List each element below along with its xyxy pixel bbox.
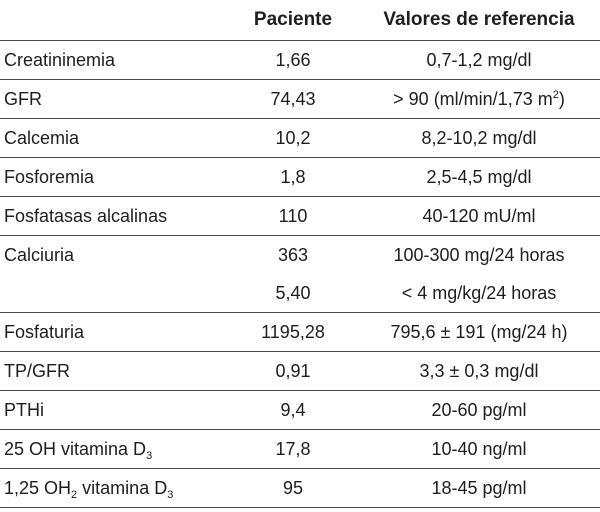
row-name: Creatininemia bbox=[0, 40, 228, 80]
name-subscript-end: 3 bbox=[167, 488, 174, 501]
reference-text-end: ) bbox=[558, 88, 565, 109]
row-patient-value: 9,4 bbox=[228, 390, 358, 430]
row-name: Calcemia bbox=[0, 118, 228, 158]
table-row: Calcemia 10,2 8,2-10,2 mg/dl bbox=[0, 118, 600, 158]
row-name: GFR bbox=[0, 79, 228, 119]
row-reference-value: 3,3 ± 0,3 mg/dl bbox=[358, 351, 600, 391]
name-text: 1,25 OH bbox=[4, 477, 72, 498]
row-patient-value: 95 bbox=[228, 468, 358, 508]
table-row: Fosfatasas alcalinas 110 40-120 mU/ml bbox=[0, 196, 600, 236]
row-reference-value: < 4 mg/kg/24 horas bbox=[401, 282, 557, 303]
row-name: Calciuria bbox=[0, 235, 228, 274]
row-reference-value: 0,7-1,2 mg/dl bbox=[358, 40, 600, 80]
row-patient-value: 1,66 bbox=[228, 40, 358, 80]
row-reference-value: > 90 (ml/min/1,73 m2) bbox=[358, 79, 600, 119]
row-patient-value: 74,43 bbox=[228, 79, 358, 119]
row-patient-value: 363 bbox=[228, 235, 358, 274]
table-row: Calciuria 363 100-300 mg/24 horas bbox=[0, 235, 600, 274]
row-name bbox=[0, 274, 228, 313]
row-patient-value: 0,91 bbox=[228, 351, 358, 391]
row-reference-value: 18-45 pg/ml bbox=[358, 468, 600, 508]
header-parameter bbox=[0, 0, 228, 41]
row-patient-value: 1195,28 bbox=[228, 312, 358, 352]
table-row: Creatininemia 1,66 0,7-1,2 mg/dl bbox=[0, 40, 600, 80]
row-reference-value: 8,2-10,2 mg/dl bbox=[358, 118, 600, 158]
row-name: 1,25 OH2 vitamina D3 bbox=[0, 468, 228, 508]
row-patient-value: 5,40 bbox=[275, 282, 311, 303]
table-row: TP/GFR 0,91 3,3 ± 0,3 mg/dl bbox=[0, 351, 600, 391]
row-reference-value: 100-300 mg/24 horas bbox=[358, 235, 600, 274]
row-reference-value: 10-40 ng/ml bbox=[358, 429, 600, 469]
table-row: 5,40 < 4 mg/kg/24 horas bbox=[0, 274, 600, 313]
name-subscript: 3 bbox=[146, 449, 153, 462]
row-reference-value: 40-120 mU/ml bbox=[358, 196, 600, 236]
reference-superscript: 2 bbox=[552, 88, 559, 101]
table-row: 1,25 OH2 vitamina D3 95 18-45 pg/ml bbox=[0, 468, 600, 508]
row-reference-value: 795,6 ± 191 (mg/24 h) bbox=[358, 312, 600, 352]
row-reference-value: 20-60 pg/ml bbox=[358, 390, 600, 430]
header-reference: Valores de referencia bbox=[358, 0, 600, 41]
row-patient-value: 1,8 bbox=[228, 157, 358, 197]
table-row: 25 OH vitamina D3 17,8 10-40 ng/ml bbox=[0, 429, 600, 469]
row-reference-value: 2,5-4,5 mg/dl bbox=[358, 157, 600, 197]
row-name: Fosfatasas alcalinas bbox=[0, 196, 228, 236]
row-name: TP/GFR bbox=[0, 351, 228, 391]
table-row: Fosforemia 1,8 2,5-4,5 mg/dl bbox=[0, 157, 600, 197]
table-row: Fosfaturia 1195,28 795,6 ± 191 (mg/24 h) bbox=[0, 312, 600, 352]
name-text-mid: vitamina D bbox=[77, 477, 168, 498]
row-name: Fosforemia bbox=[0, 157, 228, 197]
name-text: 25 OH vitamina D bbox=[4, 438, 147, 459]
row-name: 25 OH vitamina D3 bbox=[0, 429, 228, 469]
row-name: Fosfaturia bbox=[0, 312, 228, 352]
table-row: GFR 74,43 > 90 (ml/min/1,73 m2) bbox=[0, 79, 600, 119]
row-patient-value: 110 bbox=[228, 196, 358, 236]
reference-text: > 90 (ml/min/1,73 m bbox=[393, 88, 553, 109]
name-subscript: 2 bbox=[71, 488, 78, 501]
header-patient: Paciente bbox=[228, 0, 358, 41]
table-header-row: Paciente Valores de referencia bbox=[0, 0, 600, 41]
row-patient-value: 10,2 bbox=[228, 118, 358, 158]
row-name: PTHi bbox=[0, 390, 228, 430]
row-patient-value: 17,8 bbox=[228, 429, 358, 469]
table-row: PTHi 9,4 20-60 pg/ml bbox=[0, 390, 600, 430]
